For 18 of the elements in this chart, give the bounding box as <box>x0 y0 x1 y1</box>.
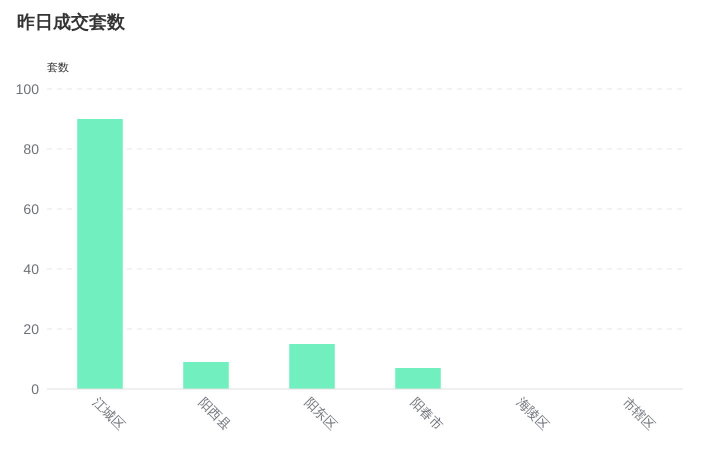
bar <box>289 344 335 389</box>
bar <box>77 119 123 389</box>
x-tick-label: 市辖区 <box>620 394 658 433</box>
y-tick-label: 0 <box>31 381 40 397</box>
x-tick-label: 阳西县 <box>196 394 234 433</box>
x-tick-label: 阳春市 <box>408 394 446 433</box>
x-tick-label: 阳东区 <box>302 394 340 433</box>
bar <box>395 368 441 389</box>
y-axis-title: 套数 <box>47 62 69 74</box>
y-tick-label: 100 <box>16 81 40 97</box>
y-tick-label: 80 <box>23 141 40 157</box>
chart-title: 昨日成交套数 <box>17 12 126 32</box>
y-tick-label: 40 <box>23 261 40 277</box>
x-tick-label: 海陵区 <box>514 394 552 433</box>
bar <box>183 362 229 389</box>
y-tick-label: 60 <box>23 201 40 217</box>
x-tick-label: 江城区 <box>90 394 128 433</box>
y-tick-label: 20 <box>23 321 40 337</box>
